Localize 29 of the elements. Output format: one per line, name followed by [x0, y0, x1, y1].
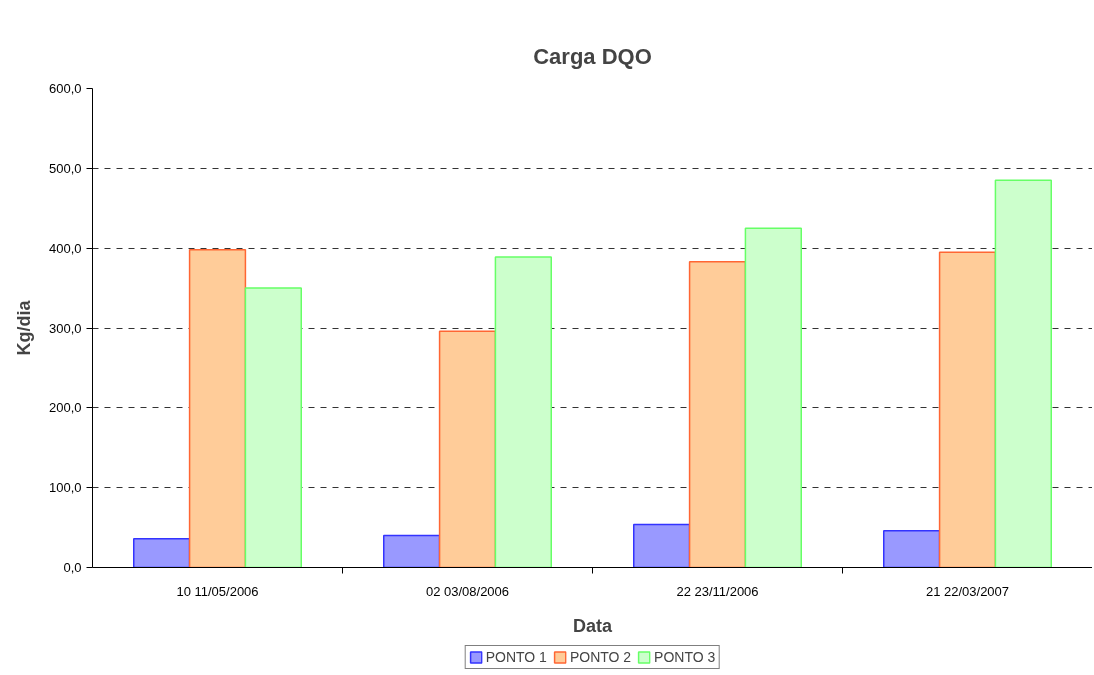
bar: [438, 330, 497, 568]
y-tick-label: 500,0: [48, 160, 82, 176]
y-tick-label: 200,0: [48, 400, 82, 416]
bar: [883, 530, 941, 568]
legend-label: PONTO 3: [654, 649, 716, 665]
y-tick-label: 600,0: [48, 81, 82, 96]
y-tick-label: 0,0: [63, 560, 82, 575]
bar: [938, 251, 997, 568]
legend-label: PONTO 2: [569, 649, 632, 665]
y-tick-label: 400,0: [48, 240, 82, 256]
chart-title: Carga DQO: [533, 43, 652, 69]
x-tick-label: 22 23/11/2006: [676, 583, 759, 599]
y-tick-label: 100,0: [48, 480, 82, 496]
bar: [188, 249, 247, 568]
bar: [688, 260, 747, 568]
x-tick-label: 02 03/08/2006: [425, 583, 510, 599]
legend-label: PONTO 1: [485, 649, 547, 665]
bar: [744, 227, 802, 568]
x-axis-title: Data: [572, 615, 613, 636]
x-tick-label: 10 11/05/2006: [176, 583, 259, 599]
bar: [383, 534, 441, 568]
bar: [244, 287, 302, 568]
bar: [633, 523, 691, 568]
x-tick-label: 21 22/03/2007: [925, 583, 1010, 599]
y-tick-label: 300,0: [48, 320, 82, 336]
bar: [133, 538, 191, 568]
y-axis-title: Kg/dia: [13, 299, 34, 356]
bar: [994, 179, 1052, 568]
bar: [494, 256, 552, 568]
